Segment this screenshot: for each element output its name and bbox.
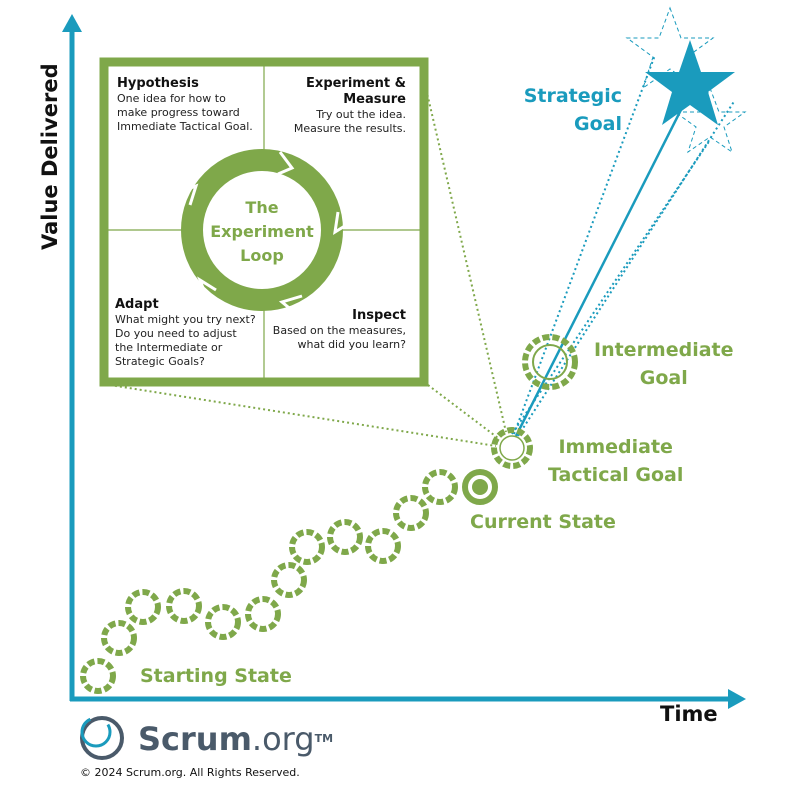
step-marker [422, 469, 458, 505]
quadrant-title: Adapt [115, 297, 159, 312]
quadrant-text: What might you try next? [115, 313, 256, 326]
quadrant-title: Measure [343, 92, 406, 107]
quadrant-hypothesis: Hypothesis One idea for how to make prog… [117, 76, 253, 134]
x-axis-arrow-icon [728, 689, 746, 709]
step-marker [271, 562, 307, 598]
step-marker [327, 519, 363, 555]
step-marker [125, 589, 161, 625]
step-marker [166, 588, 202, 624]
current-state-label: Current State [470, 511, 616, 533]
step-marker [393, 495, 429, 531]
quadrant-text: Immediate Tactical Goal. [117, 120, 253, 133]
axes [62, 14, 746, 709]
immediate-goal-label: Immediate Tactical Goal [548, 433, 683, 489]
step-marker [365, 528, 401, 564]
label-line: Strategic [523, 85, 622, 107]
quadrant-text: Do you need to adjust [115, 327, 237, 340]
intermediate-goal-label: Intermediate Goal [594, 336, 734, 392]
x-axis-label: Time [660, 702, 718, 726]
brand-name: Scrum [138, 720, 252, 758]
current-state-marker [462, 469, 498, 505]
trademark: TM [314, 732, 334, 745]
strategic-goal-star-icon [625, 6, 747, 154]
quadrant-text: Based on the measures, [272, 324, 406, 337]
quadrant-adapt: Adapt What might you try next? Do you ne… [115, 297, 256, 369]
brand-suffix: .org [251, 720, 315, 758]
y-axis-arrow-icon [62, 14, 82, 32]
quadrant-title: Experiment & [306, 76, 406, 91]
y-axis-label: Value Delivered [38, 63, 62, 250]
strategic-goal-label: Strategic Goal [524, 82, 622, 138]
step-marker [205, 604, 241, 640]
intermediate-goal-marker [522, 334, 578, 390]
experiment-loop-box [99, 57, 429, 387]
quadrant-text: the Intermediate or [115, 341, 223, 354]
quadrant-text: make progress toward [117, 106, 240, 119]
label-line: Goal [574, 113, 622, 135]
quadrant-text: Measure the results. [293, 122, 406, 135]
copyright: © 2024 Scrum.org. All Rights Reserved. [80, 766, 300, 779]
immediate-goal-marker [491, 427, 533, 469]
quadrant-text: what did you learn? [297, 338, 406, 351]
loop-title-line: Loop [240, 246, 284, 265]
quadrant-title: Inspect [352, 308, 406, 323]
starting-state-label: Starting State [140, 665, 292, 687]
quadrant-text: Try out the idea. [316, 108, 406, 121]
label-line: Tactical Goal [548, 464, 684, 486]
label-line: Immediate [558, 436, 673, 458]
label-line: Intermediate [594, 339, 734, 361]
step-marker [80, 658, 116, 694]
quadrant-title: Hypothesis [117, 76, 199, 91]
quadrant-text: One idea for how to [117, 92, 226, 105]
quadrant-experiment: Experiment & Measure Try out the idea. M… [294, 76, 406, 136]
step-marker [289, 529, 325, 565]
brand-wordmark: Scrum.orgTM [138, 719, 333, 759]
loop-title-line: Experiment [210, 222, 314, 241]
loop-title-line: The [245, 198, 279, 217]
quadrant-inspect: Inspect Based on the measures, what did … [273, 308, 406, 352]
label-line: Goal [639, 367, 688, 389]
cycle-arrows-icon [181, 149, 343, 311]
zoom-connectors [109, 79, 507, 447]
loop-center-title: The Experiment Loop [192, 196, 332, 268]
step-marker [245, 596, 281, 632]
quadrant-text: Strategic Goals? [115, 355, 205, 368]
step-marker [101, 620, 137, 656]
progress-path [80, 334, 578, 694]
